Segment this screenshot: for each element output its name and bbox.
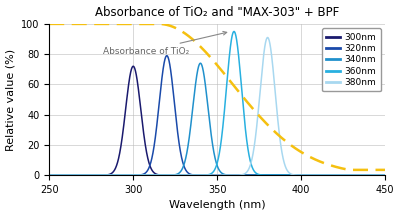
Text: Absorbance of TiO₂: Absorbance of TiO₂ bbox=[103, 31, 227, 56]
Y-axis label: Relative value (%): Relative value (%) bbox=[6, 48, 16, 151]
Legend: 300nm, 320nm, 340nm, 360nm, 380nm: 300nm, 320nm, 340nm, 360nm, 380nm bbox=[322, 28, 381, 91]
Title: Absorbance of TiO₂ and "MAX-303" + BPF: Absorbance of TiO₂ and "MAX-303" + BPF bbox=[95, 6, 339, 19]
X-axis label: Wavelength (nm): Wavelength (nm) bbox=[169, 200, 266, 210]
